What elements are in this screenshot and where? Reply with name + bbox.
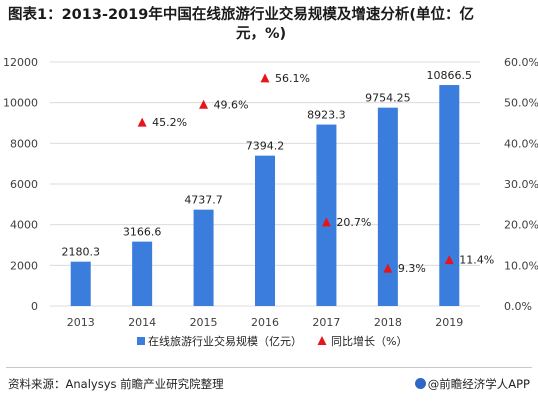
bar-value-label: 2180.3 — [61, 246, 100, 259]
bar — [439, 85, 460, 306]
growth-value-label: 9.3% — [398, 262, 426, 275]
legend-growth-label: 同比增长（%） — [331, 334, 407, 348]
x-tick-label: 2019 — [435, 316, 463, 329]
bar — [70, 261, 91, 306]
growth-marker — [260, 73, 270, 83]
growth-marker — [444, 255, 454, 265]
bar-value-label: 7394.2 — [246, 140, 285, 153]
legend-bar-label: 在线旅游行业交易规模（亿元） — [148, 334, 302, 348]
y-right-tick-label: 0.0% — [504, 300, 532, 313]
x-tick-label: 2015 — [190, 316, 218, 329]
bar — [255, 155, 275, 306]
brand-credit: @前瞻经济学人APP — [414, 376, 530, 392]
y-right-tick-label: 30.0% — [504, 178, 538, 191]
bar-value-label: 8923.3 — [307, 109, 346, 122]
y-left-tick-label: 10000 — [3, 97, 38, 110]
growth-value-label: 56.1% — [275, 72, 310, 85]
y-left-tick-label: 0 — [31, 300, 38, 313]
growth-marker — [137, 117, 147, 127]
x-tick-label: 2018 — [374, 316, 402, 329]
y-left-tick-label: 6000 — [10, 178, 38, 191]
x-tick-label: 2013 — [67, 316, 95, 329]
bar — [193, 209, 214, 306]
x-tick-label: 2014 — [128, 316, 156, 329]
y-left-tick-label: 12000 — [3, 56, 38, 69]
growth-marker — [199, 99, 209, 109]
bar-value-label: 9754.25 — [365, 92, 411, 105]
footer-divider — [6, 367, 532, 368]
source-note: 资料来源：Analysys 前瞻产业研究院整理 — [8, 377, 224, 391]
bar-value-label: 4737.7 — [184, 194, 223, 207]
bar — [377, 107, 398, 307]
y-right-tick-label: 10.0% — [504, 259, 538, 272]
bar — [132, 241, 153, 306]
growth-marker — [383, 263, 393, 273]
bar-value-label: 10866.5 — [427, 69, 473, 82]
growth-value-label: 45.2% — [152, 116, 187, 129]
legend-growth-swatch — [317, 336, 327, 345]
chart-title-line-2: 元，%) — [236, 26, 287, 42]
y-left-tick-label: 8000 — [10, 137, 38, 150]
y-left-tick-label: 2000 — [10, 259, 38, 272]
chart-title-line-1: 图表1：2013-2019年中国在线旅游行业交易规模及增速分析(单位：亿 — [8, 7, 474, 23]
x-tick-label: 2016 — [251, 316, 279, 329]
brand-credit-text: @前瞻经济学人APP — [427, 377, 530, 391]
brand-logo-icon — [414, 378, 426, 389]
legend-bar-swatch — [137, 337, 145, 345]
growth-value-label: 20.7% — [336, 216, 371, 229]
y-right-tick-label: 60.0% — [504, 56, 538, 69]
bar — [316, 124, 337, 306]
growth-value-label: 49.6% — [214, 98, 249, 111]
growth-marker — [321, 217, 331, 227]
y-right-tick-label: 50.0% — [504, 97, 538, 110]
y-right-tick-label: 20.0% — [504, 219, 538, 232]
x-tick-label: 2017 — [312, 316, 340, 329]
y-right-tick-label: 40.0% — [504, 137, 538, 150]
y-left-tick-label: 4000 — [10, 219, 38, 232]
bar-value-label: 3166.6 — [123, 226, 162, 239]
growth-value-label: 11.4% — [459, 254, 494, 267]
chart-title: 图表1：2013-2019年中国在线旅游行业交易规模及增速分析(单位：亿 元，%… — [8, 6, 530, 44]
